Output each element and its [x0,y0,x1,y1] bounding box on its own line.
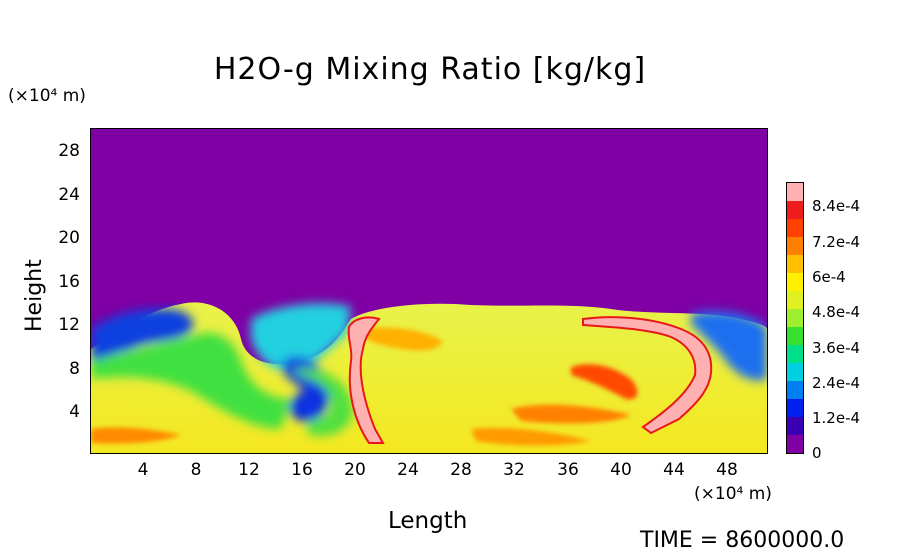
colorbar-segment [787,399,803,417]
y-tick-label: 4 [69,402,80,422]
colorbar-label: 4.8e-4 [812,303,861,321]
x-tick-label: 16 [291,460,313,480]
colorbar-label: 1.2e-4 [812,409,861,427]
y-axis-unit: (×10⁴ m) [8,86,86,106]
colorbar-label: 8.4e-4 [812,197,861,215]
moist-edge-cyan [251,303,351,370]
core-band-2 [571,364,638,400]
chart-title: H2O-g Mixing Ratio [kg/kg] [213,52,647,87]
moist-edge-blue [91,308,194,361]
x-axis-label: Length [388,508,468,534]
x-tick-label: 12 [238,460,260,480]
colorbar-segment [787,417,803,435]
x-tick-label: 20 [344,460,366,480]
x-axis-unit: (×10⁴ m) [694,484,772,504]
colorbar-label: 2.4e-4 [812,374,861,392]
x-tick-label: 4 [137,460,149,480]
x-tick-label: 24 [397,460,419,480]
colorbar-segment [787,291,803,309]
time-label: TIME = 8600000.0 [640,528,845,553]
y-tick-label: 24 [58,185,80,205]
colorbar-segment [787,201,803,219]
x-tick-label: 28 [450,460,472,480]
colorbar [786,182,804,454]
colorbar-segment [787,345,803,363]
plot-area [90,128,768,454]
colorbar-label: 6e-4 [812,268,846,286]
y-tick-label: 28 [58,141,80,161]
colorbar-segment [787,309,803,327]
colorbar-label: 7.2e-4 [812,233,861,251]
x-tick-label: 40 [610,460,632,480]
colorbar-segment [787,363,803,381]
left-cloud-edge [347,316,385,444]
colorbar-segment [787,327,803,345]
green-swirl [291,368,354,436]
right-cloud-edge [582,316,713,435]
colorbar-segment [787,381,803,399]
heatmap-field [91,129,767,453]
y-tick-label: 8 [69,359,80,379]
colorbar-label: 0 [812,444,822,462]
colorbar-segment [787,273,803,291]
y-tick-label: 20 [58,228,80,248]
x-tick-label: 32 [503,460,525,480]
y-tick-label: 12 [58,315,80,335]
colorbar-segment [787,255,803,273]
colorbar-segment [787,237,803,255]
core-band-5 [471,427,591,446]
green-band [91,333,291,429]
y-tick-label: 16 [58,272,80,292]
right-edge-blue [691,311,767,381]
x-tick-label: 36 [557,460,579,480]
x-tick-label: 44 [663,460,685,480]
x-tick-label: 8 [190,460,202,480]
colorbar-segment [787,183,803,201]
core-band-1 [361,327,443,351]
colorbar-segment [787,219,803,237]
x-tick-label: 48 [716,460,738,480]
core-band-4 [91,427,181,444]
colorbar-segment [787,435,803,453]
colorbar-label: 3.6e-4 [812,339,861,357]
core-band-3 [511,404,631,424]
